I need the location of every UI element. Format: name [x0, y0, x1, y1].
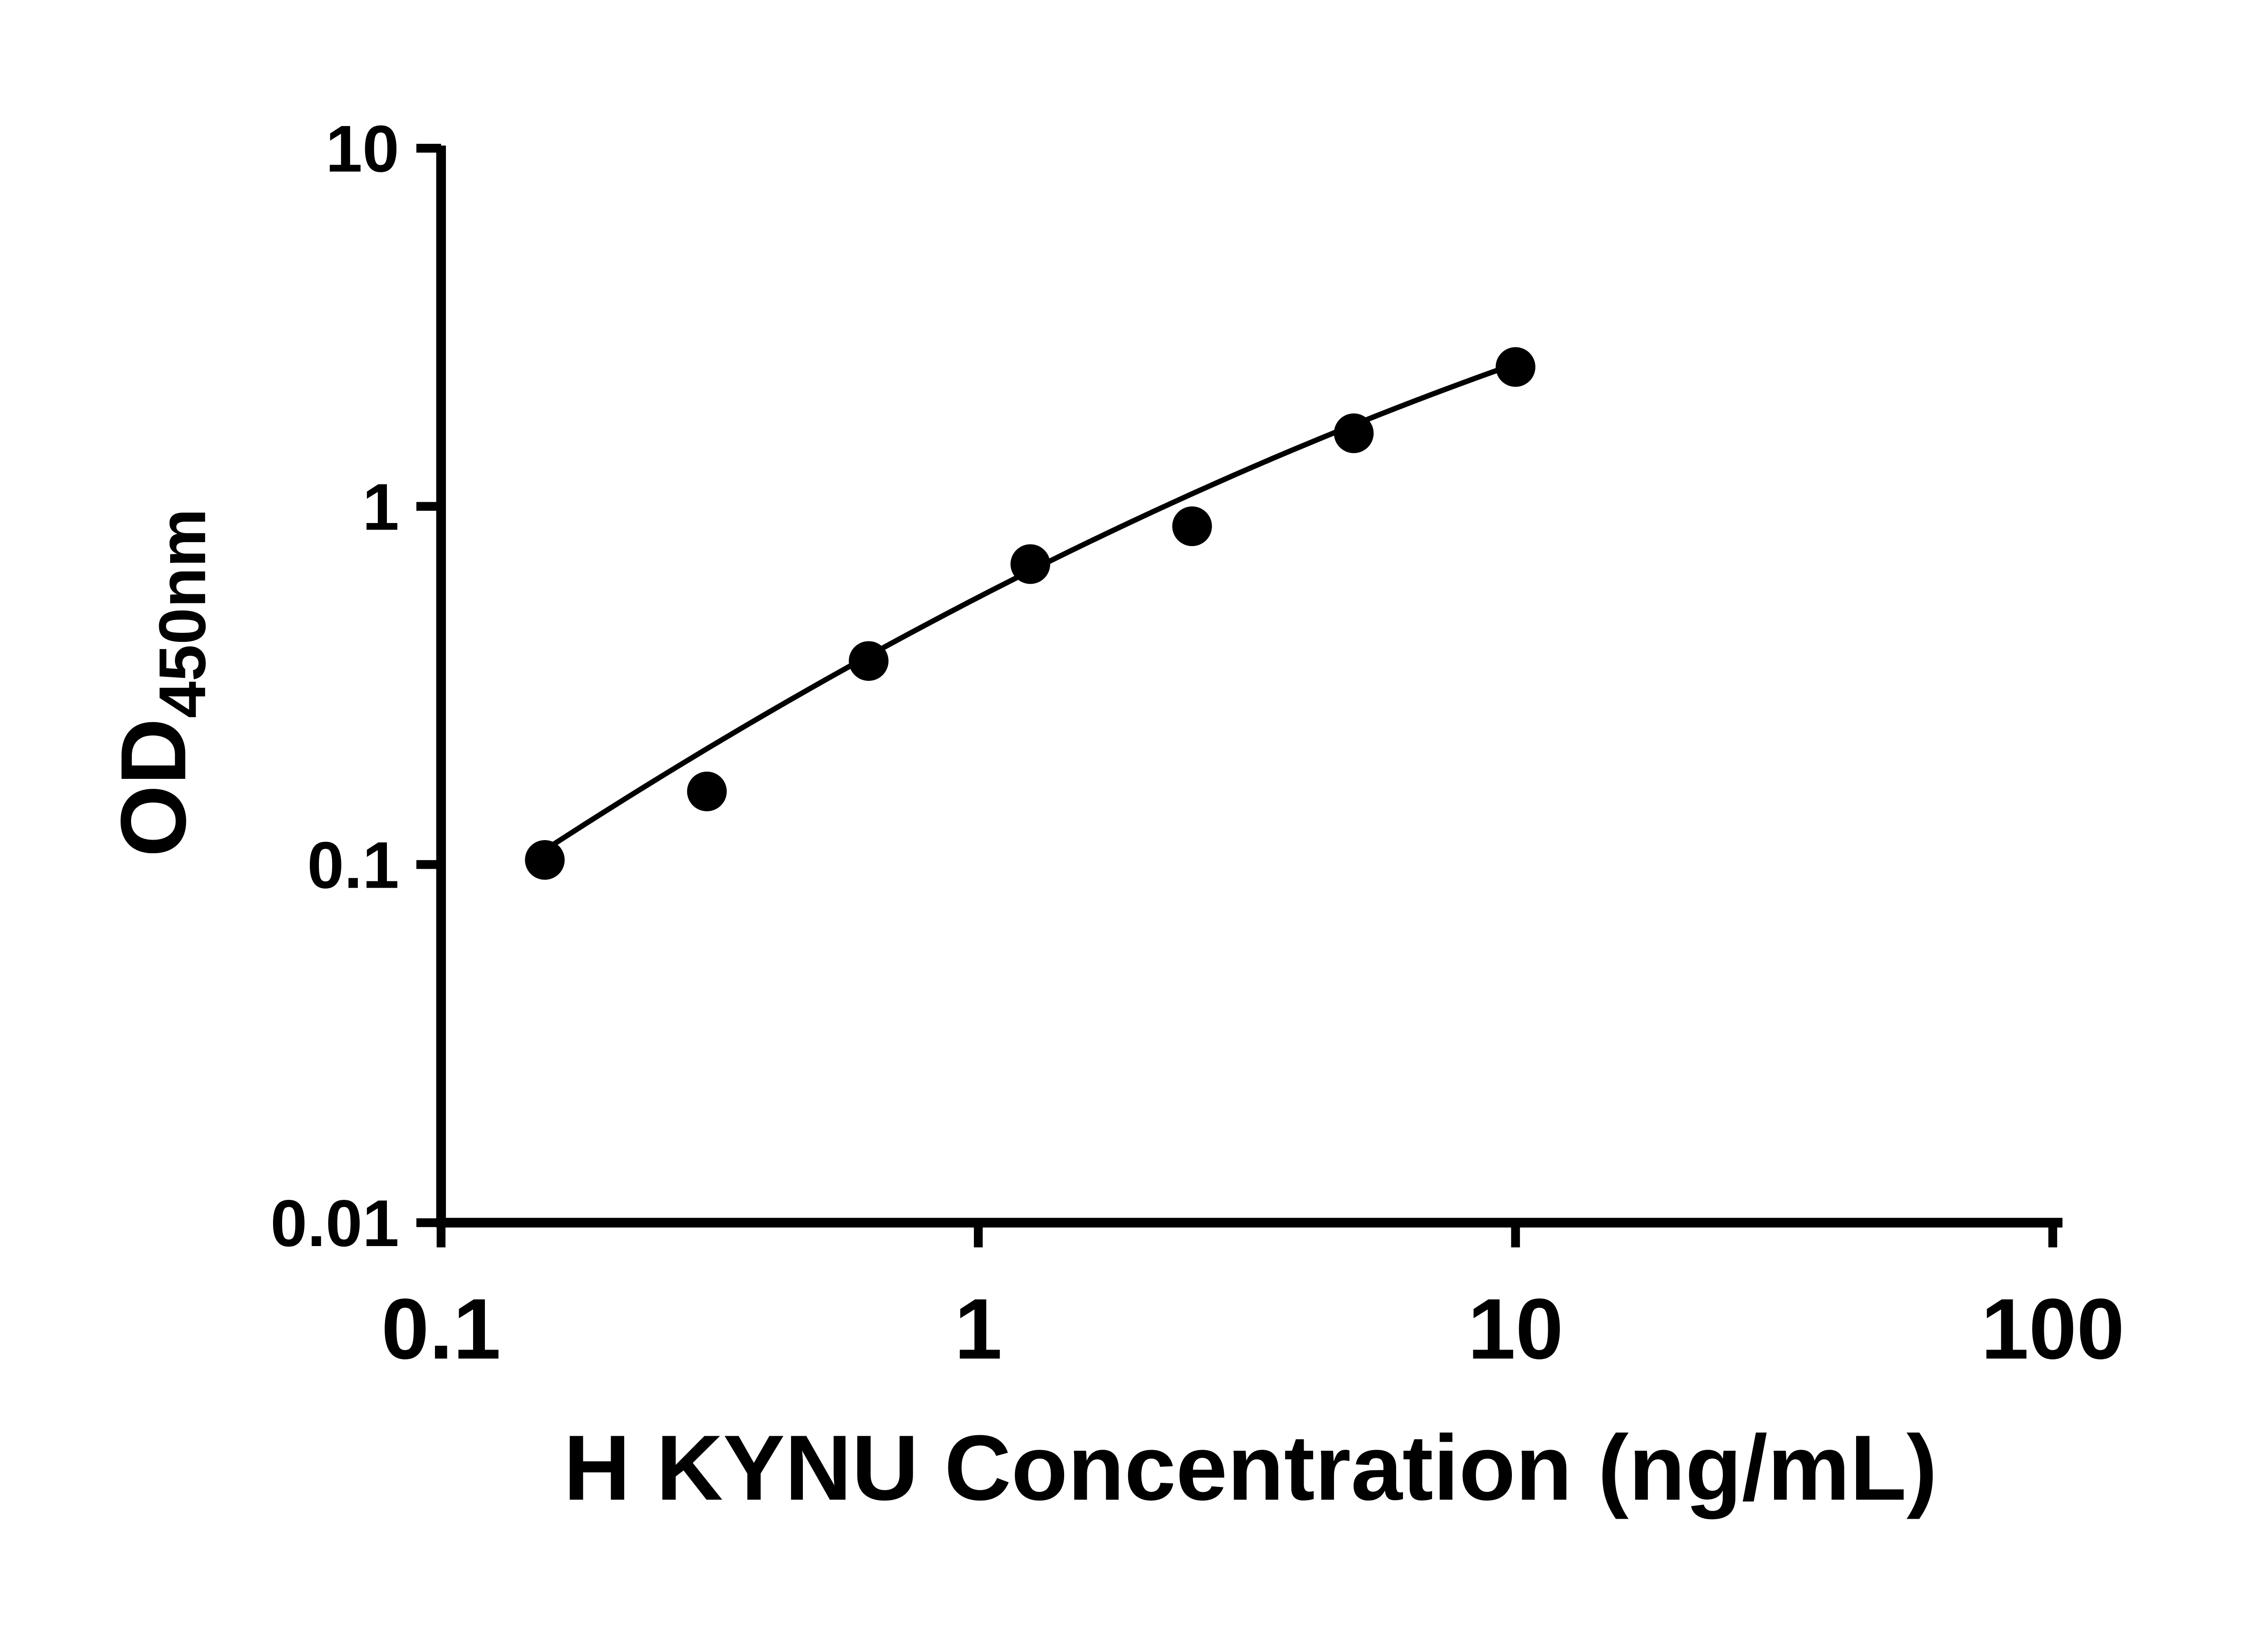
y-axis-title-main: OD — [102, 718, 205, 857]
y-axis-title-subscript: 450nm — [145, 508, 219, 718]
x-axis-title: H KYNU Concentration (ng/mL) — [563, 1416, 1937, 1520]
data-point — [1334, 413, 1374, 453]
data-point — [1172, 506, 1212, 546]
data-point — [1010, 544, 1051, 584]
chart-background — [0, 0, 2268, 1588]
y-tick-label: 1 — [362, 470, 399, 544]
data-point — [1496, 347, 1535, 387]
plot-area: 0.1 1 10 100 0.01 0.1 1 10 — [270, 112, 2125, 1377]
y-axis-title: OD450nm — [102, 508, 219, 857]
x-tick-label: 100 — [1981, 1281, 2124, 1377]
x-tick-label: 0.1 — [381, 1281, 501, 1377]
standard-curve-chart: 0.1 1 10 100 0.01 0.1 1 10 H KYNU Concentration… — [0, 0, 2268, 1588]
x-tick-label: 1 — [954, 1281, 1002, 1377]
data-point — [849, 641, 889, 681]
figure-page: 0.1 1 10 100 0.01 0.1 1 10 H KYNU Concentration… — [0, 0, 2268, 1588]
y-tick-label: 0.01 — [270, 1186, 399, 1260]
y-tick-label: 10 — [326, 112, 399, 186]
data-point — [525, 840, 565, 880]
x-tick-label: 10 — [1468, 1281, 1564, 1377]
data-point — [687, 771, 727, 812]
y-tick-label: 0.1 — [307, 828, 399, 902]
